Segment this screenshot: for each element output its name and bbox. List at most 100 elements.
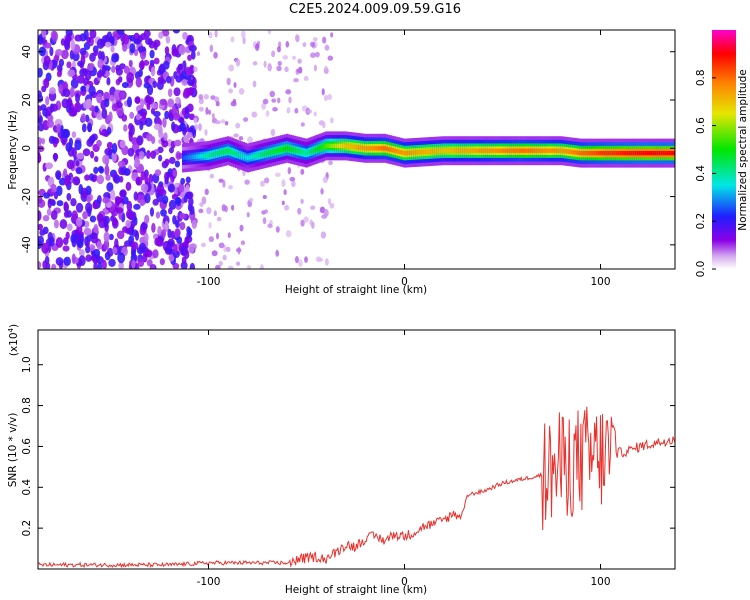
spectrogram-cell [51,103,58,112]
ridge-cell [497,148,500,153]
spectrogram-cell [41,30,47,38]
spectrogram-cell [161,30,170,37]
spectrogram-cell [175,219,180,229]
spectrogram-cell [75,92,80,104]
spectrogram-cell [143,59,150,66]
spectrogram-cell [97,50,103,61]
spectrogram-cell [122,44,128,52]
spectrogram-cell [181,70,187,79]
spectrogram-cell [227,232,231,239]
spectrogram-cell [116,30,125,36]
spectrogram-cell [129,43,136,54]
spectrogram-cell [188,243,195,254]
spectrogram-cell [149,59,155,66]
spectrogram-cell [179,122,186,132]
spectrogram-cell [114,238,119,250]
spectrogram-cell [211,250,218,257]
spectrogram-cell [281,179,286,187]
spectrogram-cell [126,200,133,212]
spectrogram-cell [322,176,328,184]
spectrogram-cell [176,236,183,244]
ridge-cell [323,144,326,149]
ridge-cell [383,146,387,151]
spectrogram-cell [145,249,153,258]
spectrogram-cell [180,177,186,185]
spectrogram-cell [288,96,292,104]
snr-scale-prefix: (x10 [8,332,20,356]
spectrogram-cell [138,60,145,70]
spectrogram-cell [43,77,50,89]
ridge-cell [523,148,526,153]
ridge-cell [319,145,322,151]
ridge-cell [376,146,379,151]
spectrogram-cell [247,136,253,144]
spectrogram-cell [162,60,170,70]
spectrogram-cell [150,264,156,269]
spectrogram-cell [321,121,326,129]
ridge-cell [640,150,643,156]
ridge-cell [525,148,528,153]
ridge-cell [329,143,332,149]
spectrogram-cell [162,195,169,205]
spectrogram-cell [104,165,110,176]
spectrogram-cell [315,51,320,58]
ridge-cell [303,150,306,155]
spectrogram-cell [77,240,84,249]
spectrogram-cell [271,50,276,58]
spectrogram-cell [122,196,129,205]
ridge-cell [413,150,416,155]
spectrogram-cell [66,159,75,170]
spectrogram-cell [71,131,77,139]
spectrogram-cell [119,140,126,149]
ridge-cell [403,150,406,156]
snr-y-axis-label: SNR (10 * v/v) [7,413,19,488]
ridge-cell [481,148,485,153]
spectrogram-cell [123,168,131,176]
ridge-cell [483,148,487,153]
spectrogram-cell [157,225,162,237]
x-tick-label: 100 [590,276,610,288]
spectrogram-cell [54,118,63,127]
spectrogram-cell [71,210,78,221]
ridge-cell [670,150,673,156]
spectrogram-cell [85,245,91,254]
ridge-cell [327,143,330,149]
spectrogram-cell [41,242,49,249]
spectrogram-cell [76,152,85,160]
spectrogram-cell [55,49,63,56]
ridge-cell [448,148,451,153]
spectrogram-cell [70,78,79,89]
ridge-cell [311,148,314,154]
spectrogram-cell [271,98,277,103]
spectrogram-cell [190,50,196,60]
spectrogram-cell [246,264,252,269]
ridge-cell [187,155,191,160]
ridge-cell [309,149,312,154]
spectrogram-cell [215,232,220,240]
spectrogram-cell [85,114,90,123]
spectrogram-cell [70,198,77,207]
spectrogram-cell [179,212,187,220]
ridge-cell [554,148,557,153]
ridge-cell [419,149,422,155]
ridge-cell [411,150,414,155]
spectrogram-cell [291,55,296,60]
ridge-cell [438,148,441,154]
spectrogram-cell [38,195,43,204]
ridge-cell [536,148,539,153]
spectrogram-cell [66,192,72,201]
ridge-cell [611,150,614,156]
ridge-cell [646,150,649,156]
spectrogram-cell [163,132,168,141]
spectrogram-cell [84,70,92,81]
spectrogram-cell [133,38,141,45]
ridge-cell [648,150,651,156]
spectrogram-cell [328,160,333,166]
spectrogram-cell [110,45,115,53]
spectrogram-cell [94,155,99,163]
spectrogram-cell [172,30,181,34]
snr-series-line [38,406,675,569]
spectrogram-cell [65,231,70,240]
spectrogram-cell [169,146,175,154]
colorbar-tick-label: 0.2 [695,213,707,230]
